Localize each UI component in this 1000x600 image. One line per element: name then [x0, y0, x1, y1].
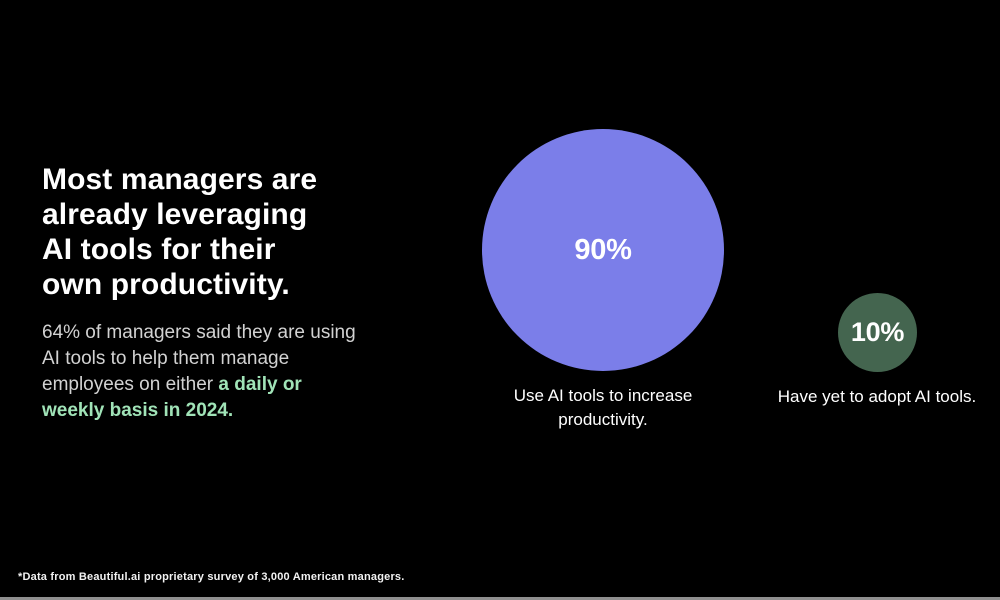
- page-title-line-3: AI tools for their: [42, 233, 276, 266]
- subtitle-paragraph: 64% of managers said they are using AI t…: [42, 320, 356, 424]
- circle-90-caption: Use AI tools to increase productivity.: [513, 386, 693, 429]
- subtitle-line-3-normal: employees on either: [42, 374, 219, 395]
- percent-label-10: 10%: [850, 317, 905, 347]
- subtitle-line-1: 64% of managers said they are using: [42, 322, 356, 343]
- page-title-line-1: Most managers are: [42, 163, 318, 196]
- page-title: Most managers are already leveraging AI …: [42, 162, 317, 302]
- page-title-line-4: own productivity.: [42, 268, 290, 301]
- circle-10-caption: Have yet to adopt AI tools.: [777, 387, 977, 406]
- circle-90-percent: 90%: [482, 129, 724, 371]
- percent-label-90: 90%: [574, 233, 632, 266]
- subtitle-line-3: employees on either a daily or: [42, 372, 356, 398]
- circle-10-percent: 10%: [838, 293, 917, 372]
- bottom-divider: [0, 597, 1000, 600]
- subtitle-line-4-highlight: weekly basis in 2024.: [42, 400, 234, 421]
- subtitle-line-3-highlight: a daily or: [218, 374, 302, 395]
- subtitle-line-2: AI tools to help them manage: [42, 348, 290, 369]
- page-title-line-2: already leveraging: [42, 198, 308, 231]
- subtitle-line-4: weekly basis in 2024.: [42, 398, 356, 424]
- footnote-text: *Data from Beautiful.ai proprietary surv…: [18, 571, 405, 583]
